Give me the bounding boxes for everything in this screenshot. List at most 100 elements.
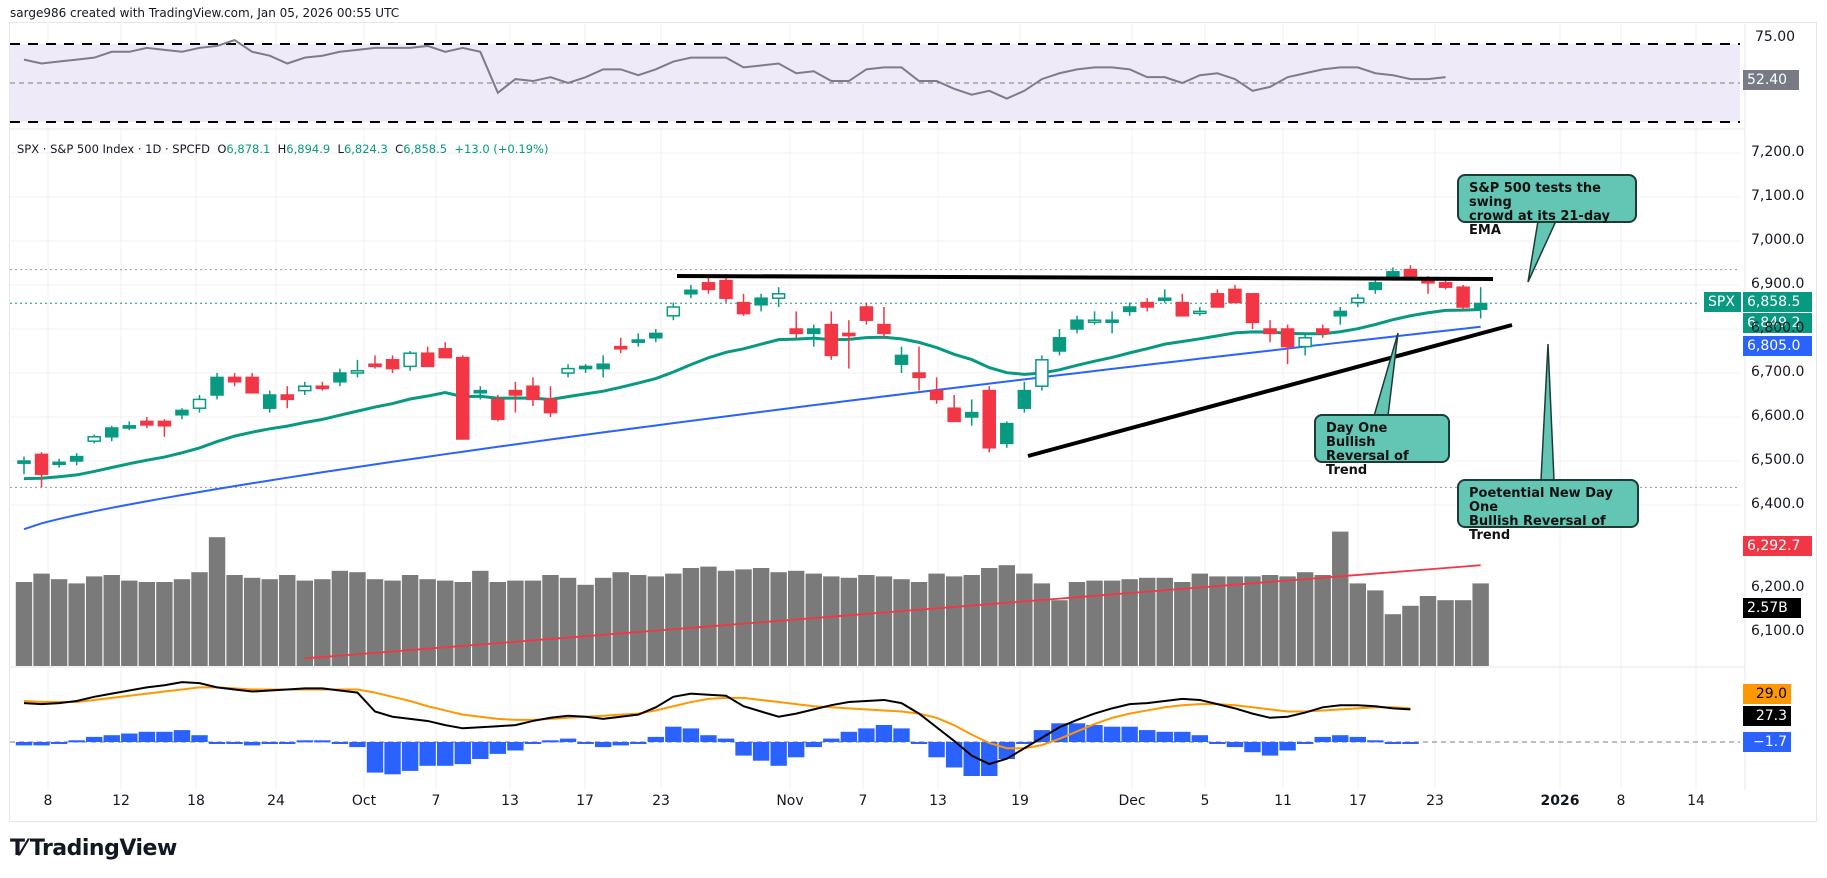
macd-hist-bar: [1349, 736, 1366, 742]
volume-bar: [226, 575, 243, 666]
candle-body: [719, 279, 733, 299]
volume-bar: [261, 579, 278, 666]
callout-day-one-reversal[interactable]: Day One Bullish Reversal of Trend: [1314, 414, 1450, 478]
price-axis-label: 7,200.0: [1751, 144, 1805, 160]
candle: [385, 355, 400, 373]
macd-hist-bar: [1384, 742, 1402, 744]
volume-bar: [893, 579, 910, 666]
low-label: L: [337, 142, 344, 156]
macd-hist-bar: [1244, 742, 1261, 753]
candle-body: [157, 420, 172, 427]
candle-body: [912, 372, 926, 379]
candle-body: [420, 352, 435, 368]
time-axis-label: 12: [112, 793, 130, 809]
macd-hist-bar: [963, 742, 980, 776]
candle: [1017, 381, 1032, 413]
volume-bar: [472, 570, 489, 666]
volume-bar: [121, 580, 138, 666]
candle: [1228, 285, 1242, 304]
macd-hist-bar: [840, 731, 858, 742]
candle-body: [894, 354, 909, 365]
callout-ema-test-line1: S&P 500 tests the swing: [1469, 181, 1601, 210]
candle: [701, 276, 716, 294]
macd-hist-bar: [1314, 736, 1331, 742]
candle-body: [807, 328, 821, 335]
volume-bar: [15, 582, 33, 666]
macd-hist-bar: [401, 742, 419, 771]
volume-bar: [33, 573, 50, 666]
macd-hist-bar: [700, 735, 717, 742]
macd-hist-bar: [314, 740, 331, 743]
macd-value-tag: 27.3: [1743, 706, 1791, 726]
candle: [315, 381, 330, 391]
macd-hist-bar: [156, 731, 173, 742]
macd-hist-bar: [366, 742, 384, 773]
candle: [613, 337, 628, 354]
candle-body: [596, 363, 610, 370]
volume-bar: [1296, 572, 1314, 666]
candle: [929, 377, 944, 404]
macd-hist-bar: [68, 740, 85, 743]
candle-body: [824, 323, 839, 357]
macd-hist-bar: [1261, 742, 1279, 756]
time-axis-label: 5: [1200, 793, 1210, 809]
volume-bar: [401, 575, 419, 666]
macd-hist-bar: [665, 726, 682, 742]
callout-ema-test[interactable]: S&P 500 tests the swing crowd at its 21-…: [1457, 174, 1637, 238]
low-value: 6,824.3: [343, 142, 388, 156]
candle: [754, 293, 768, 312]
volume-bar: [1033, 583, 1051, 666]
candle-body: [578, 365, 593, 370]
candle-body: [140, 420, 154, 426]
candle-body: [473, 389, 488, 394]
macd-hist-bar: [419, 742, 436, 766]
volume-bar: [1139, 577, 1156, 666]
time-axis-label: 7: [858, 793, 868, 809]
volume-bar: [1454, 600, 1472, 666]
candle-body: [227, 376, 242, 383]
time-axis-label: 14: [1687, 793, 1705, 809]
candle: [561, 364, 575, 378]
price-axis-label: 6,800.0: [1751, 320, 1805, 336]
candle-body: [631, 339, 645, 343]
volume-bar: [963, 575, 980, 666]
candle-body: [192, 398, 207, 409]
candle-body: [34, 453, 49, 475]
candle-body: [877, 323, 891, 335]
volume-bar: [1156, 577, 1173, 666]
candle: [1070, 315, 1084, 334]
volume-bar: [752, 568, 770, 666]
candle: [438, 342, 452, 359]
time-axis-label: 24: [267, 793, 285, 809]
macd-hist-bar: [103, 735, 120, 742]
volume-bar: [577, 584, 594, 666]
candle-body: [684, 289, 698, 295]
volume-bar: [858, 575, 875, 666]
volume-bar: [1086, 580, 1103, 666]
time-axis-label: 8: [43, 793, 53, 809]
candle: [1403, 265, 1418, 277]
candle: [157, 419, 172, 437]
candle: [403, 351, 417, 371]
volume-bar: [68, 583, 85, 666]
candle: [1175, 293, 1190, 317]
volume-bar: [945, 576, 963, 666]
macd-hist-bar: [577, 742, 594, 744]
macd-hist-bar: [507, 742, 524, 751]
volume-bar: [156, 582, 173, 666]
candle-body: [52, 461, 66, 466]
macd-hist-bar: [752, 742, 770, 761]
volume-bar: [279, 575, 296, 666]
macd-hist-bar: [1209, 742, 1226, 744]
macd-hist-bar: [1068, 723, 1086, 742]
callout-potential-reversal[interactable]: Poetential New Day One Bullish Reversal …: [1457, 479, 1639, 543]
candle-body: [385, 359, 400, 370]
resistance-trendline: [676, 274, 1494, 281]
candle: [368, 355, 382, 369]
candle: [1052, 329, 1067, 356]
candle-body: [1368, 282, 1383, 291]
tradingview-logo[interactable]: T⁄ TradingView: [10, 836, 177, 861]
candle-body: [736, 301, 751, 315]
candle: [789, 311, 803, 338]
